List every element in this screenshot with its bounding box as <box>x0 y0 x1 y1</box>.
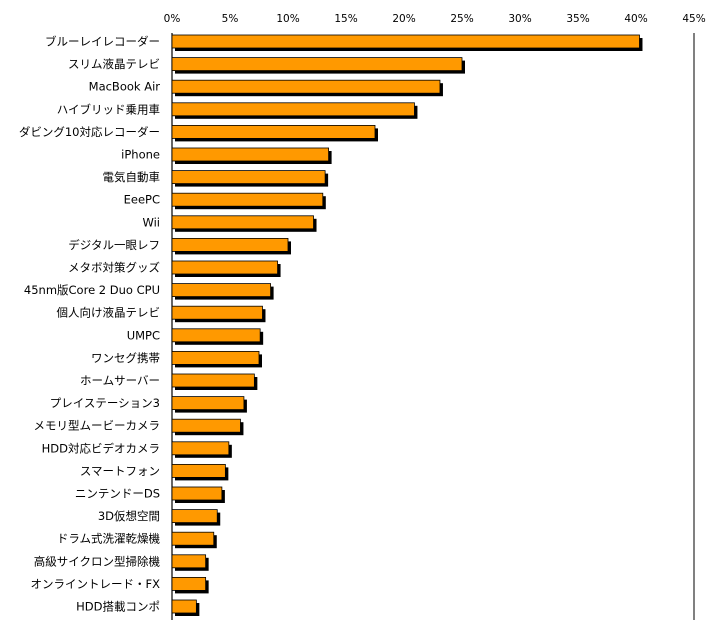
bar <box>171 373 255 388</box>
category-label: スマートフォン <box>80 464 160 478</box>
x-tick-label: 10% <box>276 13 299 25</box>
bar <box>171 237 289 252</box>
bar <box>171 170 326 185</box>
category-label: EeePC <box>124 193 160 207</box>
bar <box>171 554 207 569</box>
bar <box>171 192 324 207</box>
category-label: ワンセグ携帯 <box>91 351 160 365</box>
category-label: オンライントレード・FX <box>31 577 161 591</box>
bar <box>171 531 215 546</box>
category-label: 45nm版Core 2 Duo CPU <box>24 283 160 297</box>
category-label: HDD搭載コンポ <box>76 600 160 614</box>
bar <box>171 350 260 365</box>
category-label: ドラム式洗濯乾燥機 <box>57 532 161 546</box>
x-axis-ticks: 0% 5% 10% 15% 20% 25% 30% 35% 40% 45% <box>164 13 706 25</box>
x-tick-label: 15% <box>334 13 357 25</box>
plot-frame <box>171 33 695 620</box>
category-label: メタボ対策グッズ <box>68 261 160 275</box>
bar <box>171 260 278 275</box>
bar <box>171 305 263 320</box>
category-label: MacBook Air <box>89 80 161 94</box>
category-label: スリム液晶テレビ <box>68 57 160 71</box>
category-label: プレイステーション3 <box>50 396 160 410</box>
x-tick-label: 45% <box>682 13 705 25</box>
bar <box>171 79 441 94</box>
category-label: 3D仮想空間 <box>98 509 160 523</box>
bar <box>171 509 218 524</box>
x-tick-label: 25% <box>450 13 473 25</box>
category-label: ニンテンドーDS <box>75 487 160 501</box>
bar <box>171 577 207 591</box>
bar <box>171 147 330 162</box>
category-label: メモリ型ムービーカメラ <box>34 419 161 433</box>
bar <box>171 102 415 117</box>
bar <box>171 463 226 478</box>
x-tick-label: 40% <box>624 13 647 25</box>
bar <box>171 215 314 230</box>
x-tick-label: 30% <box>508 13 531 25</box>
category-label: ブルーレイレコーダー <box>45 35 160 49</box>
bar <box>171 599 197 614</box>
category-label: デジタル一眼レフ <box>68 238 160 252</box>
x-tick-label: 35% <box>566 13 589 25</box>
category-label: 個人向け液晶テレビ <box>57 306 161 320</box>
bar <box>171 328 261 343</box>
bar <box>171 125 376 139</box>
category-label: ホームサーバー <box>80 374 160 388</box>
x-tick-label: 20% <box>392 13 415 25</box>
x-tick-label: 5% <box>222 13 239 25</box>
bar <box>171 486 223 501</box>
x-tick-label: 0% <box>164 13 181 25</box>
bar <box>171 283 271 298</box>
category-label: UMPC <box>127 328 160 342</box>
bar <box>171 34 640 49</box>
category-label: 高級サイクロン型掃除機 <box>34 554 161 568</box>
bar <box>171 57 463 71</box>
category-label: Wii <box>142 215 160 229</box>
category-label: ハイブリッド乗用車 <box>57 102 160 116</box>
category-label: ダビング10対応レコーダー <box>19 125 160 139</box>
category-label: iPhone <box>121 148 160 162</box>
bar <box>171 396 245 411</box>
bar <box>171 441 230 456</box>
category-label: 電気自動車 <box>103 170 161 184</box>
bar <box>171 418 241 433</box>
category-label: HDD対応ビデオカメラ <box>42 441 160 455</box>
bars <box>171 34 643 616</box>
